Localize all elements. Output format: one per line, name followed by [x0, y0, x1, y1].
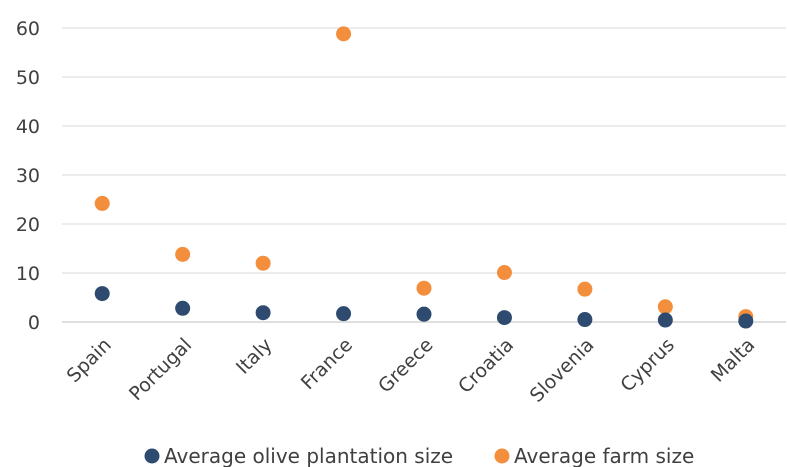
x-tick-label: Malta: [707, 334, 760, 387]
data-point: [94, 195, 110, 211]
x-axis-category-labels: Spain Portugal Italy France Greece Croatia Slo…: [63, 334, 760, 407]
y-tick-label: 50: [16, 67, 40, 89]
data-point: [94, 286, 110, 302]
data-point: [657, 299, 673, 315]
legend-label: Average olive plantation size: [164, 444, 453, 467]
x-tick-label: Cyprus: [616, 334, 678, 396]
y-tick-label: 30: [16, 165, 40, 187]
data-point: [255, 305, 271, 321]
x-tick-label: France: [297, 334, 357, 394]
data-point: [175, 246, 191, 262]
data-point: [496, 265, 512, 281]
legend: Average olive plantation size Average far…: [144, 444, 694, 467]
data-point: [577, 281, 593, 297]
legend-label: Average farm size: [514, 444, 694, 467]
data-point: [496, 310, 512, 326]
x-tick-label: Spain: [63, 334, 116, 387]
x-tick-label: Greece: [374, 334, 437, 397]
data-point: [416, 280, 432, 296]
data-point: [657, 312, 673, 328]
legend-marker: [144, 448, 160, 464]
y-axis-ticks: 0 10 20 30 40 50 60: [16, 18, 40, 334]
data-point: [416, 306, 432, 322]
x-tick-label: Italy: [232, 334, 277, 379]
y-tick-label: 10: [16, 263, 40, 285]
data-point: [255, 255, 271, 271]
y-tick-label: 40: [16, 116, 40, 138]
x-tick-label: Portugal: [125, 334, 196, 405]
data-point: [577, 312, 593, 328]
data-point: [175, 300, 191, 316]
y-tick-label: 60: [16, 18, 40, 40]
legend-marker: [494, 448, 510, 464]
data-point: [336, 306, 352, 322]
data-points: [94, 26, 754, 329]
data-point: [738, 313, 754, 329]
y-gridlines: [62, 27, 786, 274]
x-tick-label: Croatia: [454, 334, 518, 398]
y-tick-label: 20: [16, 214, 40, 236]
data-point: [336, 26, 352, 42]
x-tick-label: Slovenia: [526, 334, 599, 407]
y-tick-label: 0: [28, 312, 40, 334]
